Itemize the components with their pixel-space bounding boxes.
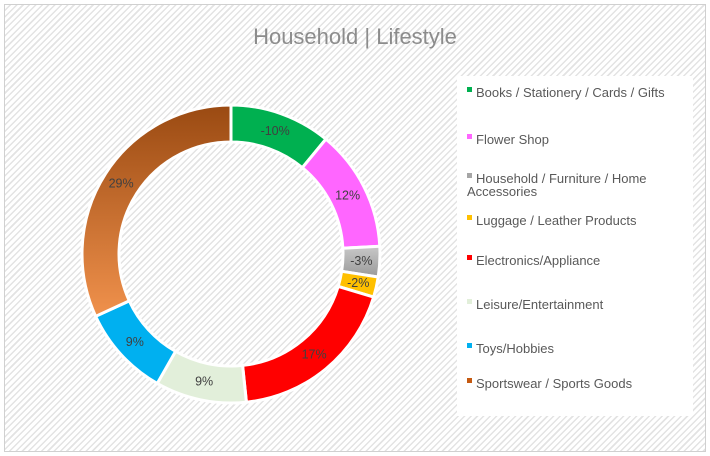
legend-item: Flower Shop — [467, 133, 689, 146]
slice-5 — [240, 284, 376, 404]
legend-label: Household / Furniture / Home Accessories — [467, 171, 647, 199]
data-label: 9% — [195, 375, 213, 389]
slice-8 — [80, 103, 233, 319]
legend-swatch-icon — [467, 299, 472, 305]
data-label: -2% — [347, 276, 369, 290]
legend-item: Books / Stationery / Cards / Gifts — [467, 86, 689, 99]
legend-label: Electronics/Appliance — [476, 253, 601, 268]
legend-label: Flower Shop — [476, 132, 549, 147]
legend-item: Electronics/Appliance — [467, 254, 689, 267]
legend-item: Household / Furniture / Home Accessories — [467, 172, 689, 198]
data-label: 9% — [126, 335, 144, 349]
legend-swatch-icon — [467, 343, 472, 349]
legend-label: Sportswear / Sports Goods — [476, 376, 633, 391]
chart-title: Household | Lifestyle — [253, 24, 457, 49]
legend-swatch-icon — [467, 215, 472, 221]
legend-label: Toys/Hobbies — [476, 341, 555, 356]
data-label: -3% — [350, 254, 372, 268]
legend-label: Luggage / Leather Products — [476, 213, 637, 228]
data-label: 12% — [335, 188, 360, 202]
data-label: 29% — [109, 177, 134, 191]
legend-item: Sportswear / Sports Goods — [467, 377, 689, 390]
legend-swatch-icon — [467, 173, 472, 179]
legend-swatch-icon — [467, 378, 472, 384]
legend: Books / Stationery / Cards / Gifts Flower… — [457, 76, 693, 416]
legend-swatch-icon — [467, 255, 472, 261]
legend-label: Books / Stationery / Cards / Gifts — [476, 85, 665, 100]
legend-swatch-icon — [467, 87, 472, 93]
legend-label: Leisure/Entertainment — [476, 297, 604, 312]
data-label: -10% — [261, 124, 290, 138]
data-label: 17% — [302, 348, 327, 362]
legend-item: Leisure/Entertainment — [467, 298, 689, 311]
legend-item: Toys/Hobbies — [467, 342, 689, 355]
legend-item: Luggage / Leather Products — [467, 214, 689, 227]
legend-swatch-icon — [467, 134, 472, 140]
